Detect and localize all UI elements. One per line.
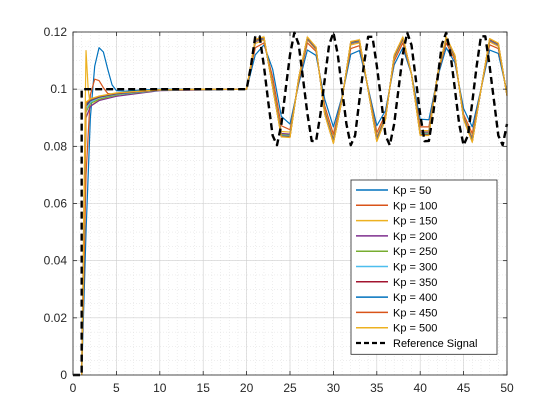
x-tick-label: 50 bbox=[500, 381, 514, 395]
y-tick-label: 0.1 bbox=[50, 82, 67, 96]
x-tick-label: 0 bbox=[70, 381, 77, 395]
x-tick-label: 45 bbox=[457, 381, 471, 395]
x-tick-label: 5 bbox=[113, 381, 120, 395]
legend-label: Kp = 150 bbox=[393, 216, 437, 228]
x-tick-label: 30 bbox=[327, 381, 341, 395]
y-tick-label: 0.08 bbox=[44, 139, 68, 153]
x-tick-labels: 0 5 10 15 20 25 30 35 40 45 50 bbox=[70, 381, 514, 395]
legend-label: Kp = 400 bbox=[393, 292, 437, 304]
legend-label: Kp = 350 bbox=[393, 277, 437, 289]
series-line-10 bbox=[81, 36, 508, 376]
legend-label: Reference Signal bbox=[393, 338, 477, 350]
legend-label: Kp = 50 bbox=[393, 185, 431, 197]
y-tick-label: 0.04 bbox=[44, 254, 68, 268]
reference-signal-line bbox=[73, 31, 509, 377]
y-tick-label: 0.12 bbox=[44, 25, 68, 39]
x-tick-label: 25 bbox=[283, 381, 297, 395]
series-layer bbox=[81, 36, 508, 376]
legend-label: Kp = 450 bbox=[393, 307, 437, 319]
x-tick-label: 20 bbox=[240, 381, 254, 395]
y-tick-labels: 0 0.02 0.04 0.06 0.08 0.1 0.12 bbox=[44, 25, 68, 382]
legend-label: Kp = 300 bbox=[393, 262, 437, 274]
legend-label: Kp = 200 bbox=[393, 231, 437, 243]
reference-layer bbox=[73, 31, 509, 377]
y-tick-label: 0 bbox=[60, 368, 67, 382]
x-tick-label: 15 bbox=[197, 381, 211, 395]
x-tick-label: 35 bbox=[370, 381, 384, 395]
axis-ticks bbox=[72, 31, 508, 376]
x-tick-label: 40 bbox=[414, 381, 428, 395]
legend-label: Kp = 100 bbox=[393, 200, 437, 212]
legend: Kp = 50 Kp = 100 Kp = 150 Kp = 200 Kp = 250 K… bbox=[350, 179, 498, 355]
y-tick-label: 0.06 bbox=[44, 197, 68, 211]
y-tick-label: 0.02 bbox=[44, 311, 68, 325]
legend-label: Kp = 500 bbox=[393, 323, 437, 335]
legend-label: Kp = 250 bbox=[393, 246, 437, 258]
x-tick-label: 10 bbox=[153, 381, 167, 395]
